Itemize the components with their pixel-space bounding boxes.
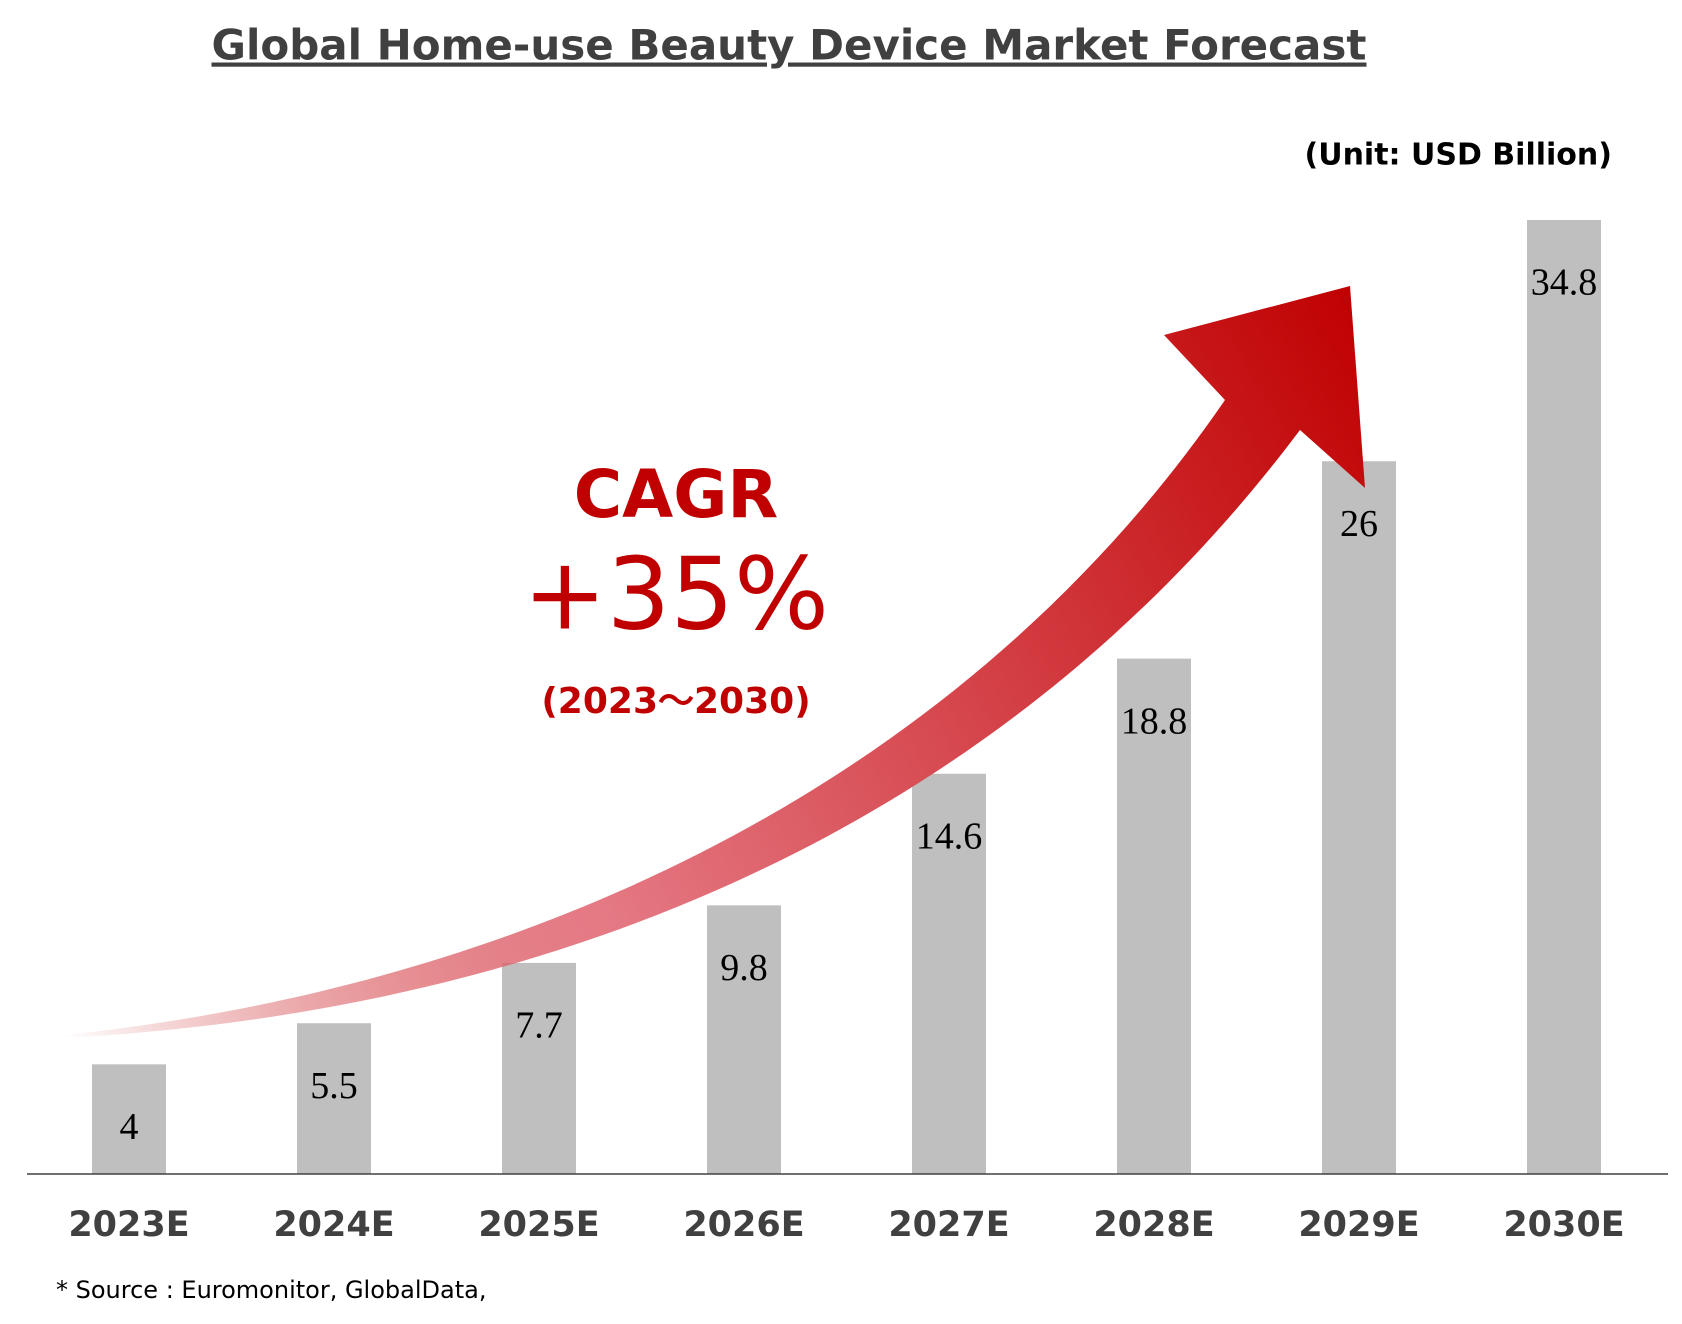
x-tick-label: 2025E [478,1205,599,1245]
bar [1527,219,1601,1175]
value-label: 9.8 [720,947,768,989]
value-label: 34.8 [1531,262,1598,304]
bar [1117,658,1191,1174]
bar [912,773,986,1174]
bar [92,1064,166,1174]
bar [297,1023,371,1174]
x-tick-label: 2030E [1503,1205,1624,1245]
unit-note: (Unit: USD Billion) [1305,138,1613,173]
x-tick-label: 2028E [1093,1205,1214,1245]
plot [92,219,1601,1175]
value-label: 4 [120,1106,139,1148]
x-tick-label: 2026E [683,1205,804,1245]
cagr-period: (2023～2030) [541,681,810,722]
value-label: 26 [1340,503,1378,545]
value-label: 14.6 [916,815,983,857]
x-tick-label: 2027E [888,1205,1009,1245]
value-label: 5.5 [310,1065,358,1107]
value-label: 18.8 [1121,700,1188,742]
cagr-value: +35% [523,535,829,652]
cagr-label: CAGR [574,456,779,533]
value-label: 7.7 [515,1005,563,1047]
x-tick-label: 2023E [68,1205,189,1245]
bar [502,962,576,1174]
source-note: * Source : Euromonitor, GlobalData, [56,1276,486,1304]
growth-arrow [64,286,1365,1038]
x-tick-label: 2029E [1298,1205,1419,1245]
bar [707,905,781,1174]
x-tick-label: 2024E [273,1205,394,1245]
chart-title: Global Home-use Beauty Device Market For… [212,21,1367,70]
bar [1322,461,1396,1174]
